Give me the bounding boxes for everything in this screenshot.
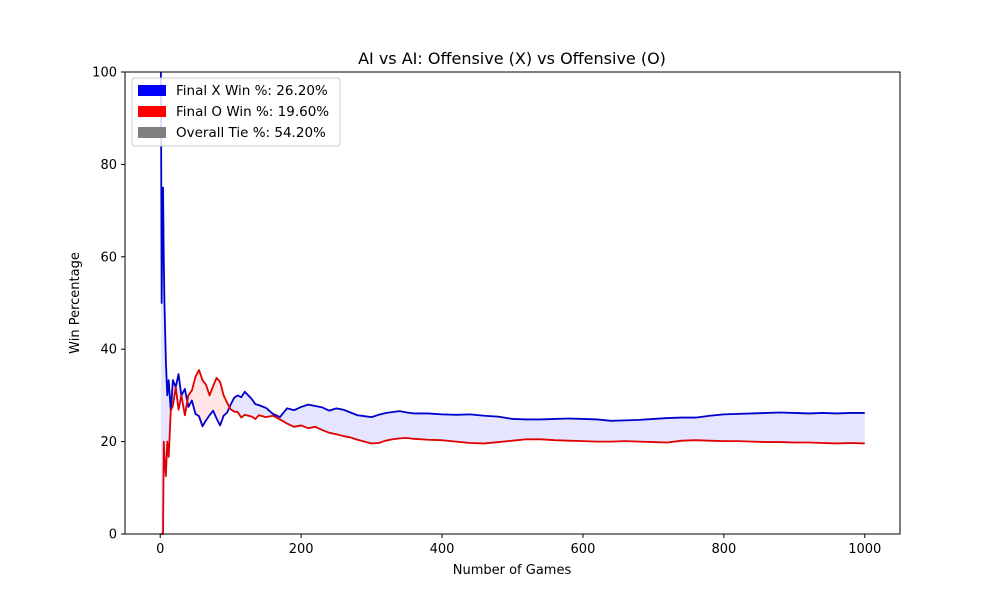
y-tick-label-20: 20	[100, 435, 117, 450]
fill-x-leading-80-0	[737, 413, 753, 442]
fill-o-leading-18-0	[198, 369, 203, 427]
fill-x-leading-49-0	[357, 415, 365, 442]
fill-x-leading-82-0	[766, 412, 781, 443]
legend-label-o: Final O Win %: 19.60%	[176, 104, 329, 120]
fill-x-leading-62-0	[484, 415, 499, 444]
fill-x-leading-50-0	[364, 416, 372, 444]
y-tick-label-40: 40	[100, 343, 117, 358]
fill-x-leading-47-0	[343, 409, 351, 438]
fill-x-leading-57-0	[413, 413, 428, 440]
fill-o-leading-16-0	[191, 376, 196, 414]
fill-between-layer	[160, 72, 865, 534]
fill-x-leading-79-0	[723, 413, 738, 442]
fill-x-leading-84-0	[794, 412, 809, 443]
fill-x-leading-43-0	[315, 406, 323, 431]
fill-x-leading-59-0	[442, 414, 457, 442]
fill-x-leading-53-0	[385, 412, 393, 441]
fill-x-leading-58-0	[427, 413, 443, 441]
fill-x-leading-40-0	[294, 406, 302, 427]
fill-x-leading-60-0	[456, 414, 471, 443]
fill-x-leading-67-0	[554, 418, 569, 441]
fill-x-leading-86-0	[822, 412, 837, 444]
y-tick-label-80: 80	[100, 158, 117, 173]
y-tick-label-60: 60	[100, 250, 117, 265]
legend-label-x: Final X Win %: 26.20%	[176, 83, 328, 99]
plot-frame	[124, 71, 901, 535]
fill-x-leading-69-0	[582, 418, 598, 442]
fill-x-leading-31-0	[244, 391, 249, 416]
fill-x-leading-76-0	[681, 417, 696, 441]
x-tick-label-400: 400	[430, 542, 455, 557]
fill-x-leading-72-0	[625, 419, 640, 442]
x-axis-label: Number of Games	[453, 563, 572, 578]
fill-x-leading-52-0	[378, 412, 386, 443]
fill-x-leading-42-0	[308, 404, 316, 429]
legend-box	[131, 77, 341, 147]
fill-o-leading-17-0	[195, 369, 199, 417]
fill-x-leading-32-0	[248, 395, 252, 417]
fill-x-leading-85-0	[808, 412, 823, 443]
fill-o-leading-23-0	[216, 377, 221, 426]
y-tick-label-100: 100	[92, 66, 117, 81]
fill-o-leading-19-0	[202, 380, 207, 427]
axis-ticks-layer: 0 200 400 600 800 1000 0 20 40 60 80 100	[92, 66, 881, 558]
y-axis-label: Win Percentage	[68, 252, 83, 354]
y-tick-label-0: 0	[109, 528, 117, 543]
fill-x-leading-63-0	[498, 416, 513, 443]
x-tick-label-200: 200	[289, 542, 314, 557]
fill-x-leading-88-0	[850, 412, 865, 444]
fill-x-leading-7-0	[167, 380, 169, 457]
fill-x-leading-77-0	[695, 415, 710, 441]
fill-x-leading-64-0	[512, 418, 527, 441]
fill-x-leading-70-0	[597, 419, 612, 442]
fill-x-leading-44-0	[322, 407, 330, 433]
fill-x-leading-66-0	[540, 418, 555, 441]
chart-title: AI vs AI: Offensive (X) vs Offensive (O)	[358, 49, 666, 68]
fill-x-leading-75-0	[667, 417, 682, 443]
x-tick-label-600: 600	[571, 542, 596, 557]
legend-swatch-x	[138, 85, 166, 96]
series-line-o-win	[160, 369, 865, 535]
legend-swatch-tie	[138, 127, 166, 138]
x-tick-label-1000: 1000	[848, 542, 881, 557]
fill-x-leading-48-0	[350, 412, 358, 440]
fill-x-leading-65-0	[526, 419, 541, 440]
fill-x-leading-81-0	[752, 412, 767, 443]
fill-x-leading-30-0	[241, 391, 245, 418]
x-tick-label-0: 0	[156, 542, 164, 557]
series-line-x-win	[160, 71, 865, 428]
fill-x-leading-78-0	[709, 414, 724, 442]
fill-x-leading-74-0	[653, 418, 668, 443]
series-lines-layer	[160, 71, 865, 535]
fill-o-leading-25-0	[223, 395, 228, 416]
fill-x-leading-46-0	[336, 408, 344, 437]
fill-x-leading-54-0	[392, 411, 400, 440]
fill-x-leading-56-0	[406, 412, 414, 439]
fill-x-leading-87-0	[836, 412, 851, 444]
x-tick-label-800: 800	[711, 542, 736, 557]
fill-x-leading-68-0	[568, 418, 583, 442]
fill-x-leading-55-0	[399, 411, 407, 439]
fill-x-leading-28-0	[234, 395, 238, 413]
fill-x-leading-83-0	[780, 412, 795, 443]
legend: Final X Win %: 26.20% Final O Win %: 19.…	[131, 77, 341, 147]
legend-label-tie: Overall Tie %: 54.20%	[176, 125, 326, 141]
fill-x-leading-51-0	[371, 414, 379, 444]
fill-x-leading-73-0	[639, 418, 654, 443]
fill-x-leading-71-0	[611, 420, 626, 442]
legend-swatch-o	[138, 106, 166, 117]
fill-x-leading-45-0	[329, 408, 337, 435]
fill-o-leading-22-0	[213, 377, 217, 419]
fill-x-leading-39-0	[287, 408, 295, 427]
fill-x-leading-61-0	[470, 414, 485, 444]
fill-x-leading-41-0	[301, 404, 309, 429]
